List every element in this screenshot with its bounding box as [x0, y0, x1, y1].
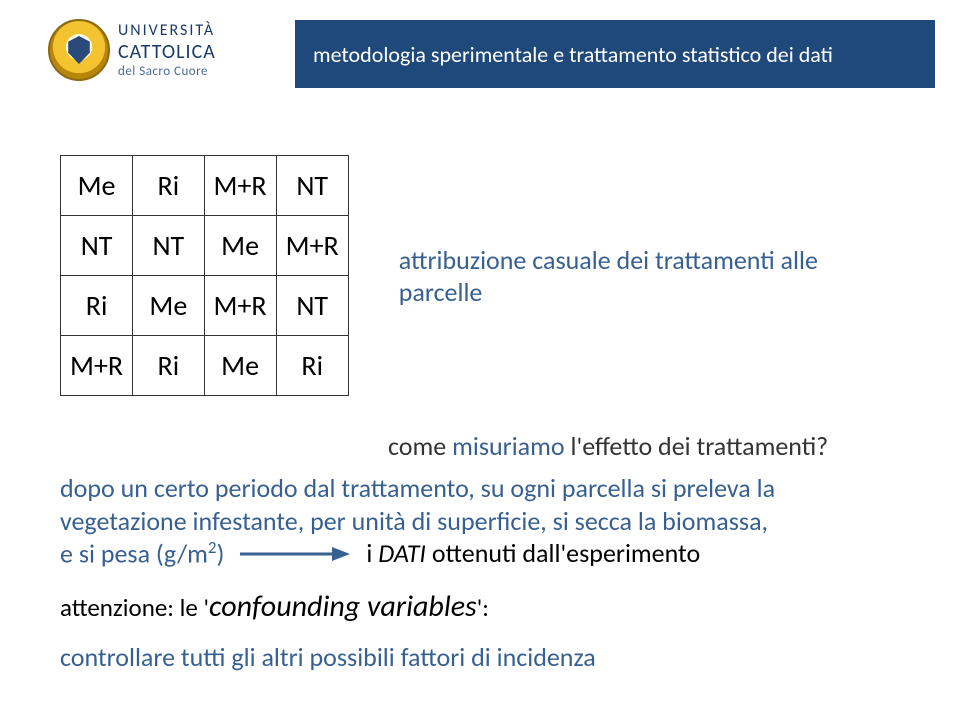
wordmark-line3: del Sacro Cuore [118, 64, 216, 79]
grid-cell: Ri [61, 276, 133, 336]
grid-and-annotation-row: Me Ri M+R NT NT NT Me M+R Ri Me M+R NT M… [60, 155, 900, 396]
description-paragraph: dopo un certo periodo dal trattamento, s… [60, 472, 900, 570]
confounding-term: confounding variables [209, 588, 477, 625]
university-logo: UNIVERSITÀ CATTOLICA del Sacro Cuore [48, 19, 216, 81]
wordmark-line2: CATTOLICA [118, 40, 216, 64]
grid-cell: NT [276, 276, 348, 336]
grid-cell: M+R [276, 216, 348, 276]
grid-cell: Me [204, 216, 276, 276]
grid-cell: Me [133, 276, 204, 336]
attention-suffix: ': [477, 592, 489, 623]
grid-annotation: attribuzione casuale dei trattamenti all… [399, 244, 900, 308]
grid-cell: M+R [204, 156, 276, 216]
question-suffix: l'effetto dei trattamenti? [565, 430, 829, 462]
grid-cell: Ri [133, 156, 204, 216]
grid-cell: M+R [204, 276, 276, 336]
grid-cell: Me [204, 336, 276, 396]
para-line3: e si pesa (g/m2) i DATI ottenuti dall'es… [60, 537, 900, 570]
wordmark-line1: UNIVERSITÀ [118, 21, 216, 40]
grid-cell: Ri [133, 336, 204, 396]
para-line2: vegetazione infestante, per unità di sup… [60, 505, 900, 538]
para-line1: dopo un certo periodo dal trattamento, s… [60, 472, 900, 505]
grid-cell: Ri [276, 336, 348, 396]
attention-line: attenzione: le 'confounding variables': [60, 588, 900, 625]
para-line3-right: i DATI ottenuti dall'esperimento [366, 537, 700, 570]
arrow-icon [240, 544, 350, 564]
question-highlight: misuriamo [452, 430, 565, 462]
treatment-grid: Me Ri M+R NT NT NT Me M+R Ri Me M+R NT M… [60, 155, 349, 396]
slide-header: UNIVERSITÀ CATTOLICA del Sacro Cuore met… [0, 0, 960, 100]
control-line: controllare tutti gli altri possibili fa… [60, 641, 900, 673]
question-line: come misuriamo l'effetto dei trattamenti… [388, 430, 900, 462]
grid-cell: M+R [61, 336, 133, 396]
attention-prefix: attenzione: le ' [60, 592, 209, 623]
title-band: metodologia sperimentale e trattamento s… [295, 20, 935, 88]
university-wordmark: UNIVERSITÀ CATTOLICA del Sacro Cuore [118, 21, 216, 79]
university-seal-icon [48, 19, 110, 81]
slide-content: Me Ri M+R NT NT NT Me M+R Ri Me M+R NT M… [60, 155, 900, 673]
grid-cell: NT [61, 216, 133, 276]
para-line3-left: e si pesa (g/m2) [60, 537, 224, 570]
grid-cell: NT [133, 216, 204, 276]
grid-cell: Me [61, 156, 133, 216]
slide-title: metodologia sperimentale e trattamento s… [313, 41, 833, 68]
question-prefix: come [388, 430, 452, 462]
grid-cell: NT [276, 156, 348, 216]
